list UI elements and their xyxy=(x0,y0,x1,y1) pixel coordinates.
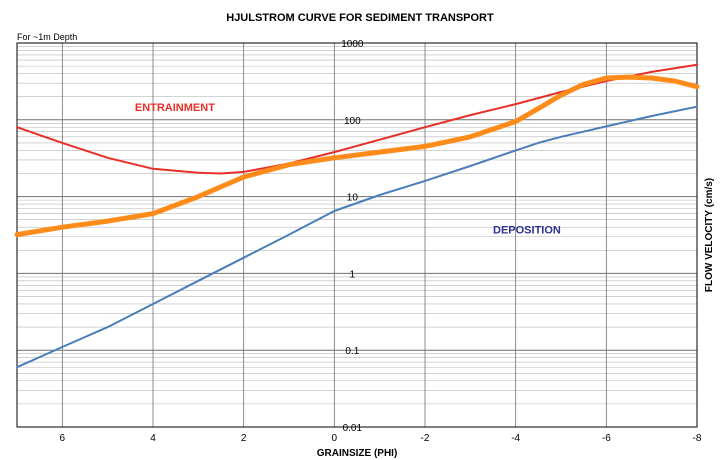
x-tick-label: 0 xyxy=(332,433,338,444)
tick-labels: 6 4 2 0 -2 -4 -6 -8 0.01 0.1 1 10 100 1000 xyxy=(60,39,702,444)
annotation-label: DEPOSITION xyxy=(493,225,561,237)
x-axis-label: GRAINSIZE (PHI) xyxy=(317,448,398,459)
annotations: ENTRAINMENT DEPOSITION xyxy=(135,102,561,237)
x-tick-label: -8 xyxy=(693,433,702,444)
x-tick-label: -4 xyxy=(511,433,520,444)
chart-title: HJULSTROM CURVE FOR SEDIMENT TRANSPORT xyxy=(226,12,494,24)
annotation-label: ENTRAINMENT xyxy=(135,102,215,114)
deposition-curve xyxy=(16,105,698,369)
x-tick-label: -2 xyxy=(421,433,430,444)
y-tick-label: 0.01 xyxy=(343,423,363,434)
x-tick-label: 4 xyxy=(150,433,156,444)
x-tick-label: 6 xyxy=(60,433,66,444)
y-tick-label: 1 xyxy=(350,269,356,280)
y-tick-label: 0.1 xyxy=(345,346,359,357)
y-tick-label: 1000 xyxy=(341,39,364,50)
x-tick-label: 2 xyxy=(241,433,247,444)
series-group xyxy=(14,63,700,369)
chart-subtitle: For ~1m Depth xyxy=(17,32,77,42)
highlight-curve xyxy=(14,74,700,238)
y-tick-label: 10 xyxy=(347,193,359,204)
y-axis-label: FLOW VELOCITY (cm/s) xyxy=(704,178,715,292)
y-tick-label: 100 xyxy=(344,116,361,127)
grid xyxy=(17,42,698,428)
x-tick-label: -6 xyxy=(602,433,611,444)
